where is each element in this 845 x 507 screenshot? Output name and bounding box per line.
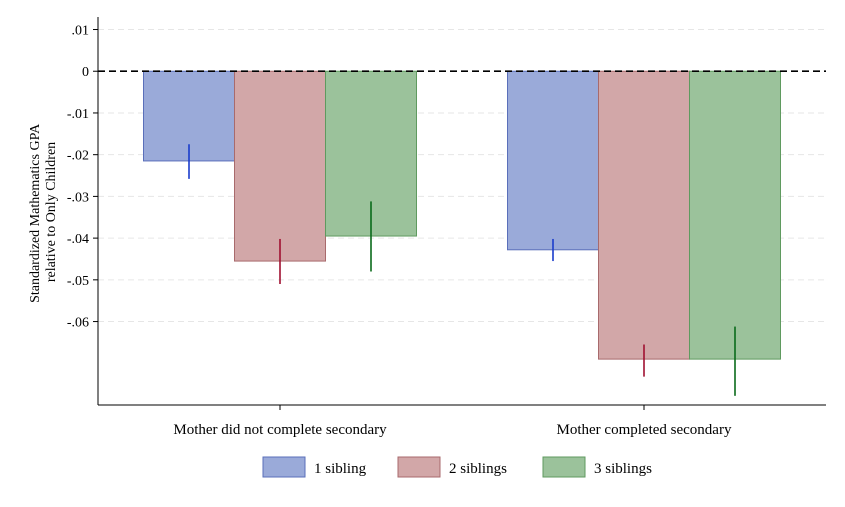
- y-tick-label: -.01: [67, 107, 89, 122]
- bar: [507, 70, 599, 251]
- y-tick-label: 0: [82, 65, 89, 80]
- x-category-label: Mother did not complete secondary: [173, 422, 387, 438]
- legend-swatch: [542, 456, 586, 478]
- y-axis-title: Standardized Mathematics GPA relative to…: [28, 121, 59, 303]
- y-tick-label: .01: [72, 24, 90, 39]
- y-tick-label: -.04: [67, 232, 89, 247]
- legend-swatch: [262, 456, 306, 478]
- confidence-intervals: [188, 144, 736, 396]
- y-axis-ticks: .01 0 -.01 -.02 -.03 -.04 -.05 -.06: [67, 24, 98, 331]
- bars: [143, 70, 781, 360]
- legend-label: 2 siblings: [449, 461, 507, 477]
- bar: [598, 70, 690, 360]
- y-tick-label: -.06: [67, 316, 89, 331]
- y-tick-label: -.02: [67, 149, 89, 164]
- x-category-label: Mother completed secondary: [557, 422, 732, 438]
- bar: [689, 70, 781, 360]
- x-axis-categories: Mother did not complete secondary Mother …: [173, 405, 732, 438]
- y-axis-title-line-2: relative to Only Children: [44, 142, 59, 282]
- bar: [234, 70, 326, 262]
- y-tick-label: -.03: [67, 190, 89, 205]
- y-axis-title-line-1: Standardized Mathematics GPA: [28, 123, 43, 303]
- y-tick-label: -.05: [67, 274, 89, 289]
- legend-label: 3 siblings: [594, 461, 652, 477]
- legend-label: 1 sibling: [314, 461, 367, 477]
- legend-swatch: [397, 456, 441, 478]
- legend: 1 sibling 2 siblings 3 siblings: [262, 456, 652, 478]
